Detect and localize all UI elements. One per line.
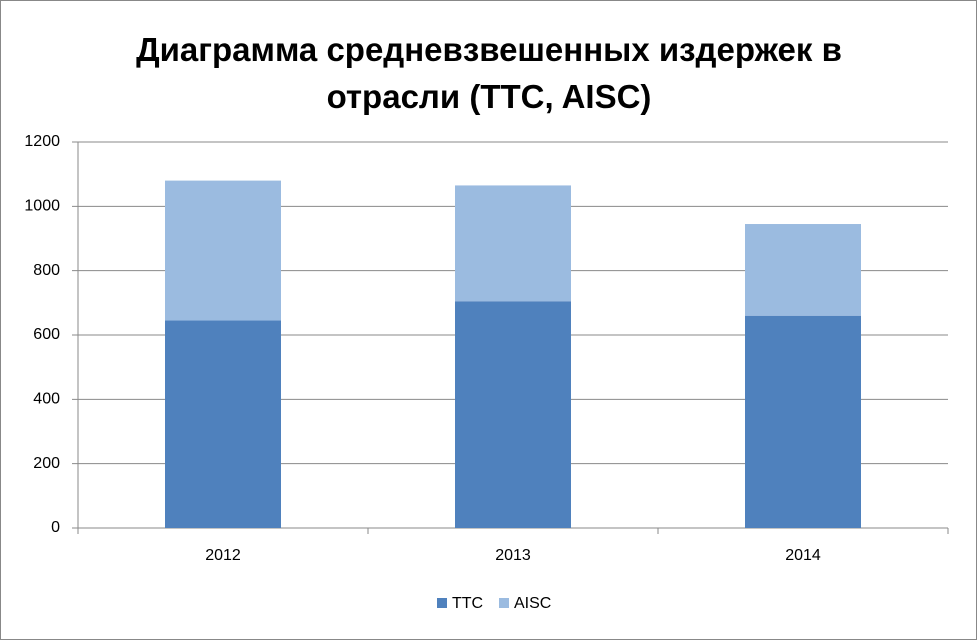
y-tick-label: 1000 <box>24 198 60 215</box>
legend-label: AISC <box>514 595 551 612</box>
y-tick-label: 600 <box>33 326 60 343</box>
x-tick-label: 2013 <box>495 547 531 564</box>
bar-segment <box>455 185 571 302</box>
y-tick-label: 400 <box>33 391 60 408</box>
bar-segment <box>745 315 861 528</box>
chart-title: Диаграмма средневзвешенных издержек в от… <box>136 31 842 115</box>
bar-segment <box>455 301 571 528</box>
x-tick-label: 2014 <box>785 547 821 564</box>
y-tick-label: 0 <box>51 519 60 536</box>
y-tick-label: 800 <box>33 262 60 279</box>
bar-segment <box>165 320 281 528</box>
y-tick-label: 1200 <box>24 133 60 150</box>
legend-swatch <box>437 598 447 608</box>
legend-label: TTC <box>452 595 483 612</box>
bar-segment <box>745 224 861 316</box>
y-tick-label: 200 <box>33 455 60 472</box>
x-tick-label: 2012 <box>205 547 241 564</box>
legend-swatch <box>499 598 509 608</box>
bar-segment <box>165 180 281 321</box>
